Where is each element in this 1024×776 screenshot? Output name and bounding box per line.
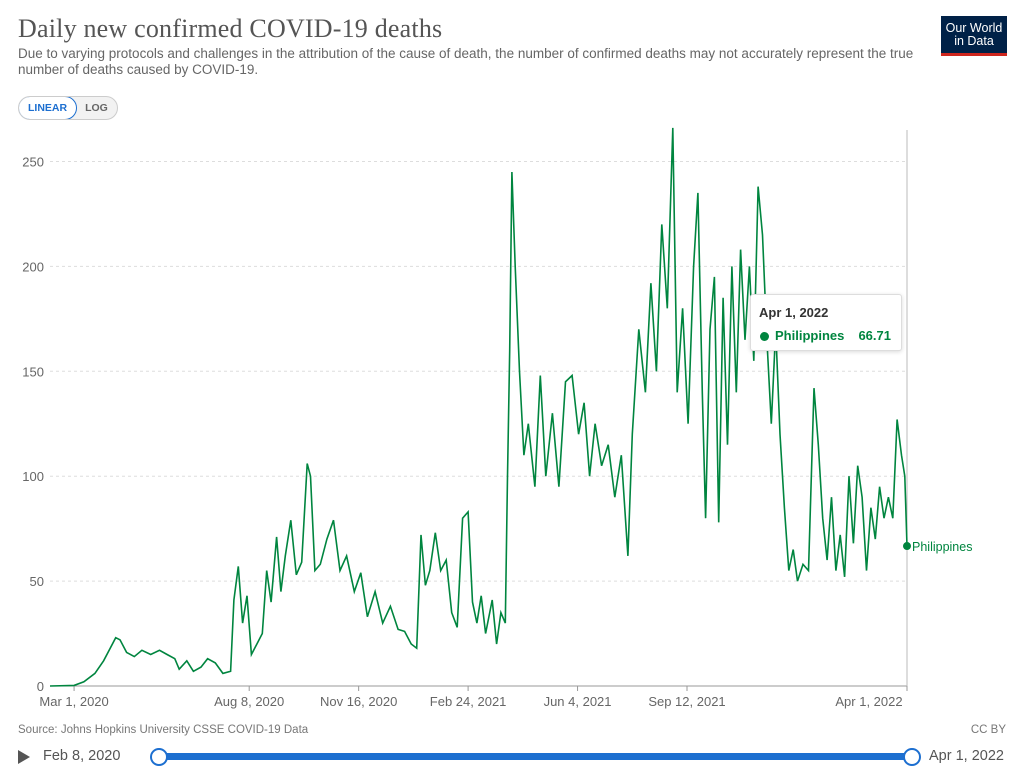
logo-line-2: in Data — [954, 34, 994, 48]
x-tick-label: Sep 12, 2021 — [648, 694, 725, 709]
y-tick-label: 200 — [22, 259, 44, 274]
y-tick-label: 250 — [22, 154, 44, 169]
timeline-end-label: Apr 1, 2022 — [929, 748, 1004, 764]
grid-lines — [50, 160, 907, 582]
series-end-dot — [903, 542, 911, 551]
tooltip-series-name: Philippines — [775, 328, 845, 343]
timeline-end-handle[interactable] — [903, 748, 921, 766]
tooltip-series-value: 66.71 — [858, 328, 891, 343]
y-tick-label: 0 — [37, 679, 44, 694]
x-tick-label: Aug 8, 2020 — [214, 694, 284, 709]
y-tick-label: 150 — [22, 364, 44, 379]
x-tick-label: Nov 16, 2020 — [320, 694, 397, 709]
log-scale-button[interactable]: LOG — [85, 102, 108, 114]
license-link[interactable]: CC BY — [970, 724, 1006, 736]
owid-logo[interactable]: Our World in Data — [941, 16, 1007, 56]
y-axis-ticks: 0 50 100 150 200 250 — [22, 154, 44, 694]
tooltip-series-dot — [760, 332, 769, 341]
scale-toggle[interactable]: LINEAR LOG — [18, 96, 118, 120]
tooltip: Apr 1, 2022 Philippines 66.71 — [750, 294, 902, 351]
linear-scale-button[interactable]: LINEAR — [18, 97, 78, 119]
x-tick-label: Feb 24, 2021 — [430, 694, 507, 709]
timeline-start-handle[interactable] — [150, 748, 168, 766]
x-tick-label: Apr 1, 2022 — [835, 694, 902, 709]
x-tick-label: Mar 1, 2020 — [39, 694, 108, 709]
x-axis-ticks: Mar 1, 2020 Aug 8, 2020 Nov 16, 2020 Feb 24… — [39, 686, 908, 709]
chart-title: Daily new confirmed COVID-19 deaths — [18, 14, 443, 43]
x-tick-label: Jun 4, 2021 — [544, 694, 612, 709]
chart-subtitle: Due to varying protocols and challenges … — [18, 46, 914, 77]
y-tick-label: 100 — [22, 469, 44, 484]
source-note: Source: Johns Hopkins University CSSE CO… — [18, 724, 309, 736]
series-line-philippines — [49, 127, 908, 687]
timeline-track[interactable] — [158, 753, 912, 760]
logo-line-1: Our World — [945, 21, 1003, 35]
play-icon[interactable] — [18, 750, 30, 764]
series-end-label: Philippines — [912, 540, 972, 554]
tooltip-date: Apr 1, 2022 — [759, 305, 829, 320]
y-tick-label: 50 — [30, 574, 44, 589]
timeline-start-label: Feb 8, 2020 — [43, 748, 121, 764]
